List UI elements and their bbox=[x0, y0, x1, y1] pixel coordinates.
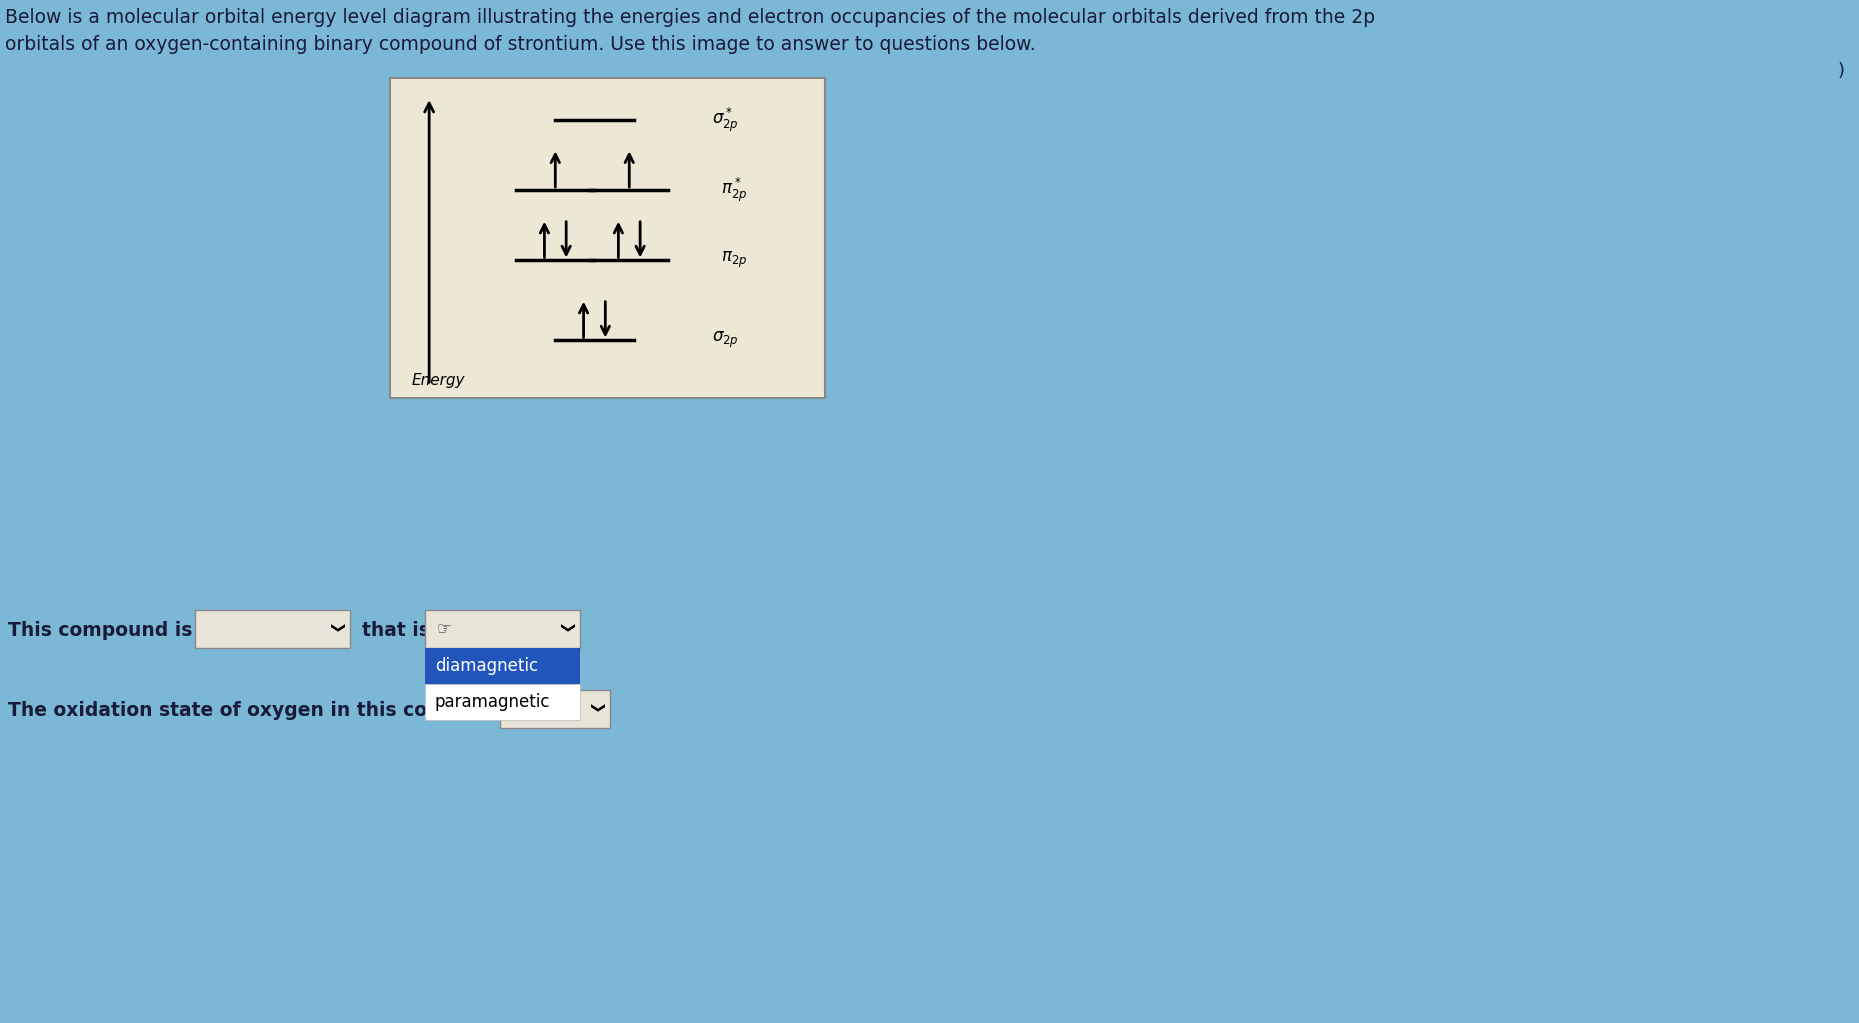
Text: orbitals of an oxygen-containing binary compound of strontium. Use this image to: orbitals of an oxygen-containing binary … bbox=[6, 35, 1035, 54]
Bar bbox=[195, 610, 349, 648]
Text: This compound is a(n): This compound is a(n) bbox=[7, 621, 242, 639]
Text: ❯: ❯ bbox=[558, 623, 573, 635]
Text: ): ) bbox=[1839, 62, 1844, 80]
Text: Below is a molecular orbital energy level diagram illustrating the energies and : Below is a molecular orbital energy leve… bbox=[6, 8, 1376, 27]
Bar bbox=[426, 648, 580, 684]
Bar bbox=[426, 684, 580, 720]
Text: $\pi_{2p}$: $\pi_{2p}$ bbox=[721, 251, 747, 270]
Text: $\sigma_{2p}$: $\sigma_{2p}$ bbox=[712, 330, 738, 351]
Text: $\pi^*_{2p}$: $\pi^*_{2p}$ bbox=[721, 176, 747, 205]
Text: ❯: ❯ bbox=[327, 623, 342, 635]
Text: Energy: Energy bbox=[411, 373, 465, 389]
Text: that is: that is bbox=[363, 621, 429, 639]
Text: diamagnetic: diamagnetic bbox=[435, 657, 537, 675]
Text: The oxidation state of oxygen in this compou: The oxidation state of oxygen in this co… bbox=[7, 701, 485, 719]
Bar bbox=[500, 690, 610, 728]
Text: $\sigma^*_{2p}$: $\sigma^*_{2p}$ bbox=[712, 105, 738, 134]
Text: ☞: ☞ bbox=[437, 620, 452, 638]
Bar bbox=[390, 78, 825, 398]
Text: ❯: ❯ bbox=[587, 703, 602, 715]
Text: paramagnetic: paramagnetic bbox=[435, 693, 550, 711]
Bar bbox=[426, 610, 580, 648]
